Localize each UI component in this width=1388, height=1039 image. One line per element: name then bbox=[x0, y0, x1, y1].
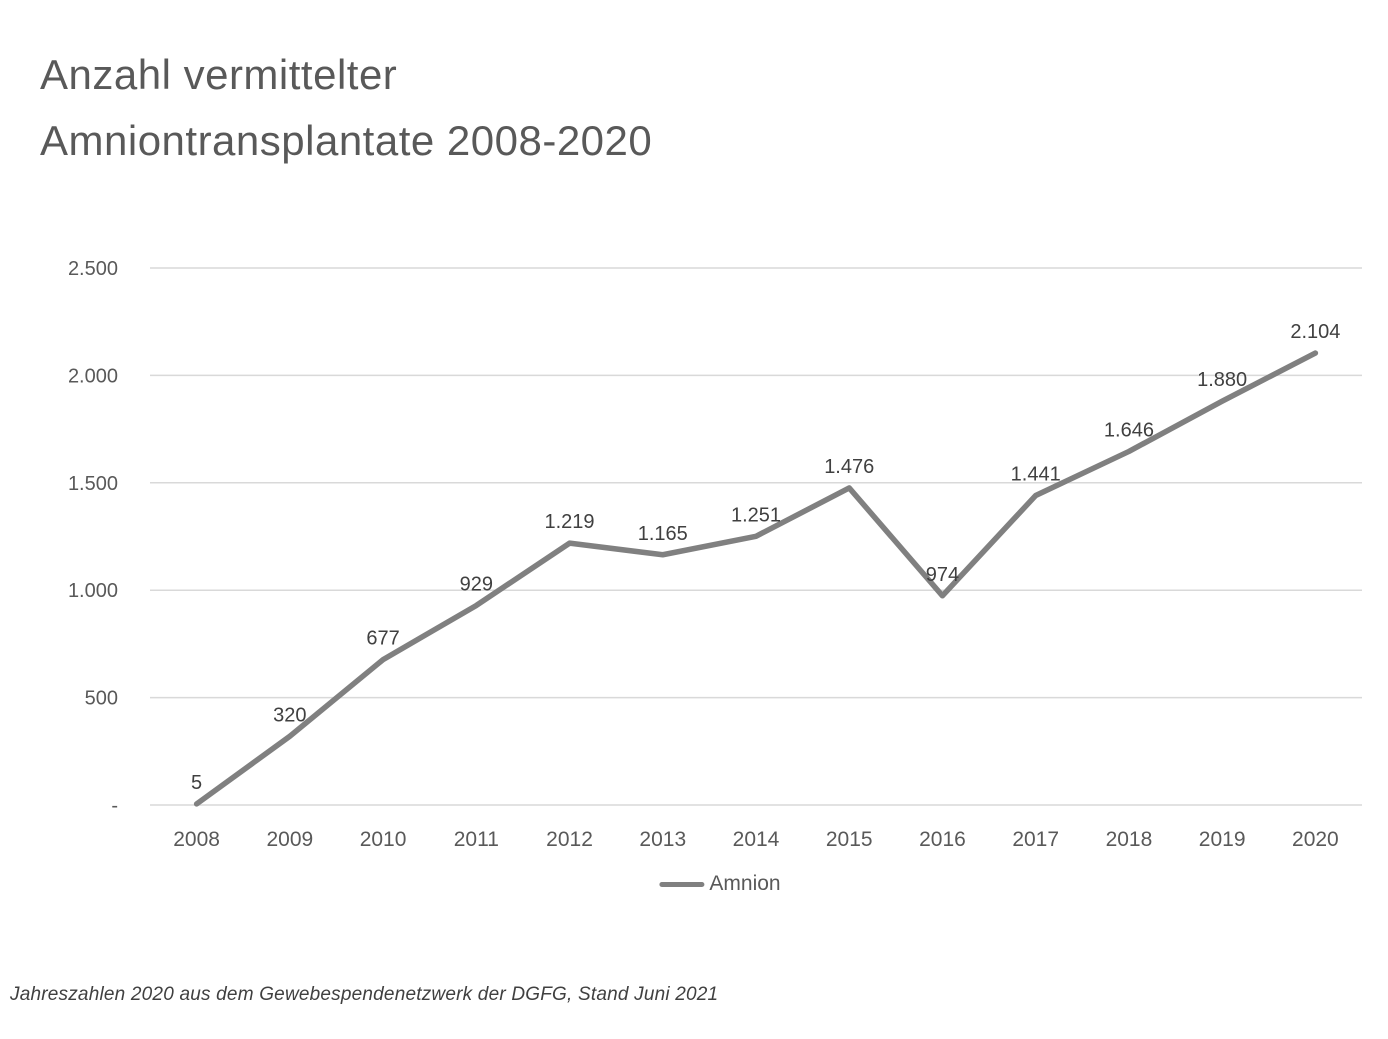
x-axis-label: 2019 bbox=[1199, 828, 1246, 851]
data-label: 5 bbox=[191, 772, 202, 794]
x-axis-label: 2015 bbox=[826, 828, 873, 851]
legend: Amnion bbox=[659, 871, 781, 897]
data-label: 929 bbox=[460, 573, 493, 595]
chart-title: Anzahl vermittelter Amniontransplantate … bbox=[40, 42, 652, 175]
y-tick-label: 500 bbox=[85, 688, 118, 710]
series-line-amnion bbox=[193, 350, 1319, 807]
x-axis-label: 2014 bbox=[733, 828, 780, 851]
data-label: 677 bbox=[366, 628, 399, 650]
legend-label: Amnion bbox=[709, 872, 781, 895]
chart-title-line-1: Anzahl vermittelter bbox=[40, 51, 398, 98]
data-label: 1.441 bbox=[1011, 463, 1061, 485]
data-label: 1.880 bbox=[1197, 369, 1247, 391]
y-tick-label: - bbox=[111, 795, 118, 817]
y-tick-label: 1.000 bbox=[68, 580, 118, 602]
data-label: 974 bbox=[926, 564, 959, 586]
data-label: 1.476 bbox=[824, 456, 874, 478]
data-label: 1.646 bbox=[1104, 419, 1154, 441]
data-label: 2.104 bbox=[1290, 321, 1340, 343]
y-tick-label: 2.500 bbox=[68, 258, 118, 280]
x-axis-label: 2013 bbox=[639, 828, 686, 851]
x-axis-label: 2010 bbox=[360, 828, 407, 851]
data-label: 1.165 bbox=[638, 523, 688, 545]
y-tick-label: 2.000 bbox=[68, 365, 118, 387]
x-axis-label: 2011 bbox=[454, 828, 499, 851]
x-axis-label: 2008 bbox=[173, 828, 220, 851]
data-label: 1.219 bbox=[545, 511, 595, 533]
x-axis-label: 2018 bbox=[1106, 828, 1153, 851]
x-axis-label: 2017 bbox=[1012, 828, 1059, 851]
chart-title-line-2: Amniontransplantate 2008-2020 bbox=[40, 117, 653, 165]
data-label: 1.251 bbox=[731, 504, 781, 526]
legend-line-swatch bbox=[659, 881, 705, 887]
y-tick-label: 1.500 bbox=[68, 473, 118, 495]
x-axis-label: 2020 bbox=[1292, 828, 1339, 851]
footnote: Jahreszahlen 2020 aus dem Gewebespendene… bbox=[10, 984, 719, 1005]
x-axis-label: 2012 bbox=[546, 828, 593, 851]
data-label: 320 bbox=[273, 704, 306, 726]
x-axis-label: 2009 bbox=[266, 828, 313, 851]
x-axis-label: 2016 bbox=[919, 828, 966, 851]
